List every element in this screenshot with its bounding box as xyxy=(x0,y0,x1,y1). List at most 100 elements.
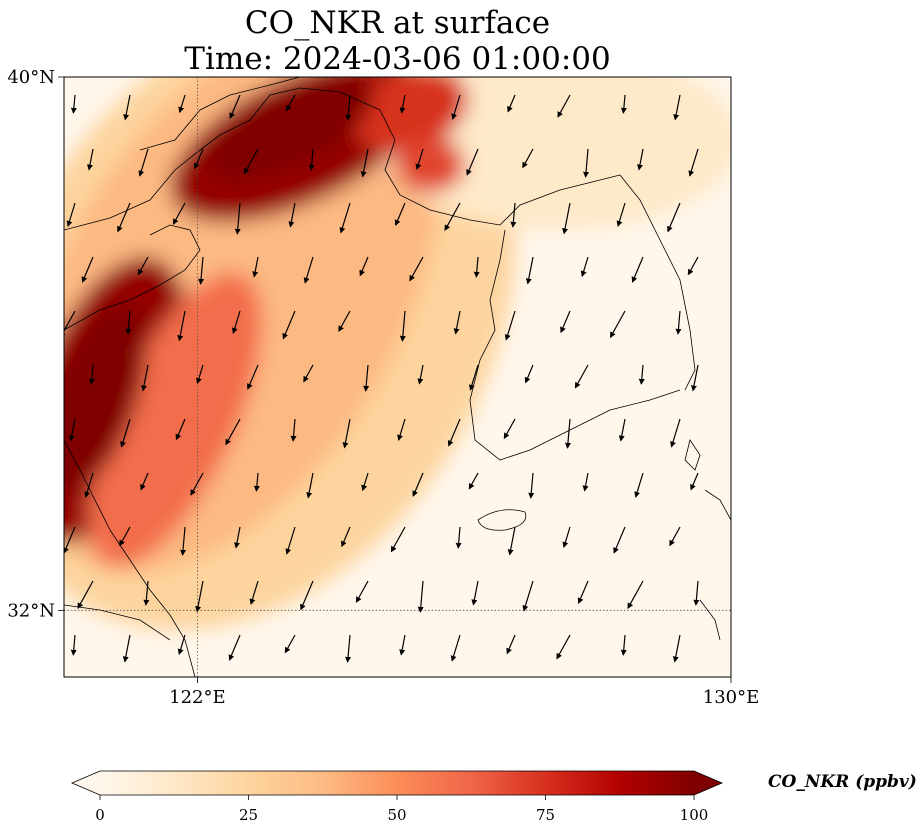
wind-arrow xyxy=(345,634,352,663)
wind-arrow xyxy=(453,310,461,335)
wind-arrow xyxy=(399,310,406,342)
wind-arrow xyxy=(627,580,644,609)
y-tick-label: 32°N xyxy=(7,600,55,621)
wind-arrow xyxy=(70,634,77,656)
wind-vectors xyxy=(64,94,700,663)
wind-arrow xyxy=(574,364,589,389)
wind-arrow xyxy=(231,310,241,334)
wind-arrow xyxy=(473,256,480,278)
field-plume xyxy=(88,272,262,568)
wind-arrow xyxy=(507,94,516,113)
coastline-segment xyxy=(469,229,681,461)
wind-arrow xyxy=(177,634,186,656)
coastline-segment xyxy=(64,224,201,331)
coastline-segment xyxy=(699,599,721,641)
wind-arrow xyxy=(669,526,681,547)
wind-arrow xyxy=(688,148,699,177)
wind-arrow xyxy=(117,202,131,233)
wind-arrow xyxy=(468,472,479,490)
colorbar-tick-label: 25 xyxy=(239,806,258,824)
field-band xyxy=(380,77,731,230)
wind-arrow xyxy=(397,418,406,441)
wind-arrow xyxy=(143,580,150,606)
wind-arrow xyxy=(556,634,571,660)
wind-arrow xyxy=(81,256,94,283)
wind-arrow xyxy=(417,364,424,385)
wind-arrow xyxy=(360,148,369,178)
colorbar-extend-min xyxy=(72,771,100,795)
wind-arrow xyxy=(119,526,131,547)
wind-arrow xyxy=(125,310,132,335)
wind-arrow xyxy=(613,526,626,554)
wind-arrow xyxy=(560,310,571,334)
field-plume xyxy=(395,137,465,193)
coastline-segment xyxy=(619,174,696,391)
coastline-segment xyxy=(684,439,701,471)
coastline-segment xyxy=(139,77,301,151)
coastline-segment xyxy=(477,509,527,531)
map-title-line-1: CO_NKR at surface xyxy=(244,5,551,41)
colorbar: 0 25 50 75 100 xyxy=(70,770,724,824)
colorbar-label: CO_NKR (ppbv) xyxy=(768,772,917,792)
wind-arrow xyxy=(409,256,424,282)
wind-arrow xyxy=(339,202,351,234)
wind-arrow xyxy=(609,310,626,339)
wind-arrow xyxy=(675,310,682,335)
wind-arrow xyxy=(308,148,315,171)
wind-arrow xyxy=(504,310,516,341)
wind-arrow xyxy=(510,202,517,228)
wind-arrow xyxy=(670,418,681,448)
wind-arrow xyxy=(363,364,370,392)
wind-arrow xyxy=(412,472,424,497)
wind-arrow xyxy=(253,472,260,492)
wind-arrow xyxy=(88,364,95,385)
wind-arrow xyxy=(562,526,571,549)
wind-arrow xyxy=(87,148,94,171)
wind-arrow xyxy=(583,148,590,178)
wind-arrow xyxy=(522,580,534,612)
wind-arrow xyxy=(84,472,94,498)
wind-arrow xyxy=(631,256,644,283)
wind-arrow xyxy=(394,202,406,227)
wind-arrow xyxy=(195,580,204,613)
wind-arrow xyxy=(177,310,186,342)
wind-arrow xyxy=(455,526,462,549)
wind-arrow xyxy=(247,364,259,390)
wind-arrow xyxy=(252,256,259,278)
wind-arrow xyxy=(638,364,645,385)
wind-arrow xyxy=(68,418,76,442)
wind-arrow xyxy=(672,634,681,663)
colorbar-tick-label: 75 xyxy=(536,806,555,824)
y-tick-label: 40°N xyxy=(7,67,55,88)
wind-arrow xyxy=(120,418,131,448)
wind-arrow xyxy=(234,526,241,549)
wind-arrow xyxy=(562,202,571,235)
wind-arrow xyxy=(564,418,571,449)
wind-arrow xyxy=(285,526,296,555)
wind-arrow xyxy=(303,256,314,284)
wind-arrow xyxy=(415,148,424,171)
map-frame xyxy=(63,76,732,678)
wind-arrow xyxy=(172,202,186,225)
wind-arrow xyxy=(282,310,296,340)
wind-arrow xyxy=(234,202,241,235)
wind-arrow xyxy=(345,94,352,121)
wind-arrow xyxy=(342,418,351,449)
wind-arrow xyxy=(196,364,204,385)
wind-arrow xyxy=(228,634,241,661)
wind-arrow xyxy=(190,472,204,496)
wind-arrow xyxy=(525,256,534,285)
wind-arrow xyxy=(451,94,461,120)
wind-arrow xyxy=(390,526,406,553)
wind-arrow xyxy=(340,526,351,548)
wind-arrow xyxy=(620,94,627,114)
wind-arrow xyxy=(180,526,187,556)
wind-arrow xyxy=(471,580,479,606)
wind-arrow xyxy=(249,580,259,605)
coastline-segment xyxy=(64,439,196,677)
wind-arrow xyxy=(64,526,76,554)
wind-arrow xyxy=(198,256,205,285)
colorbar-tick-label: 0 xyxy=(95,806,105,824)
wind-arrow xyxy=(306,472,314,499)
